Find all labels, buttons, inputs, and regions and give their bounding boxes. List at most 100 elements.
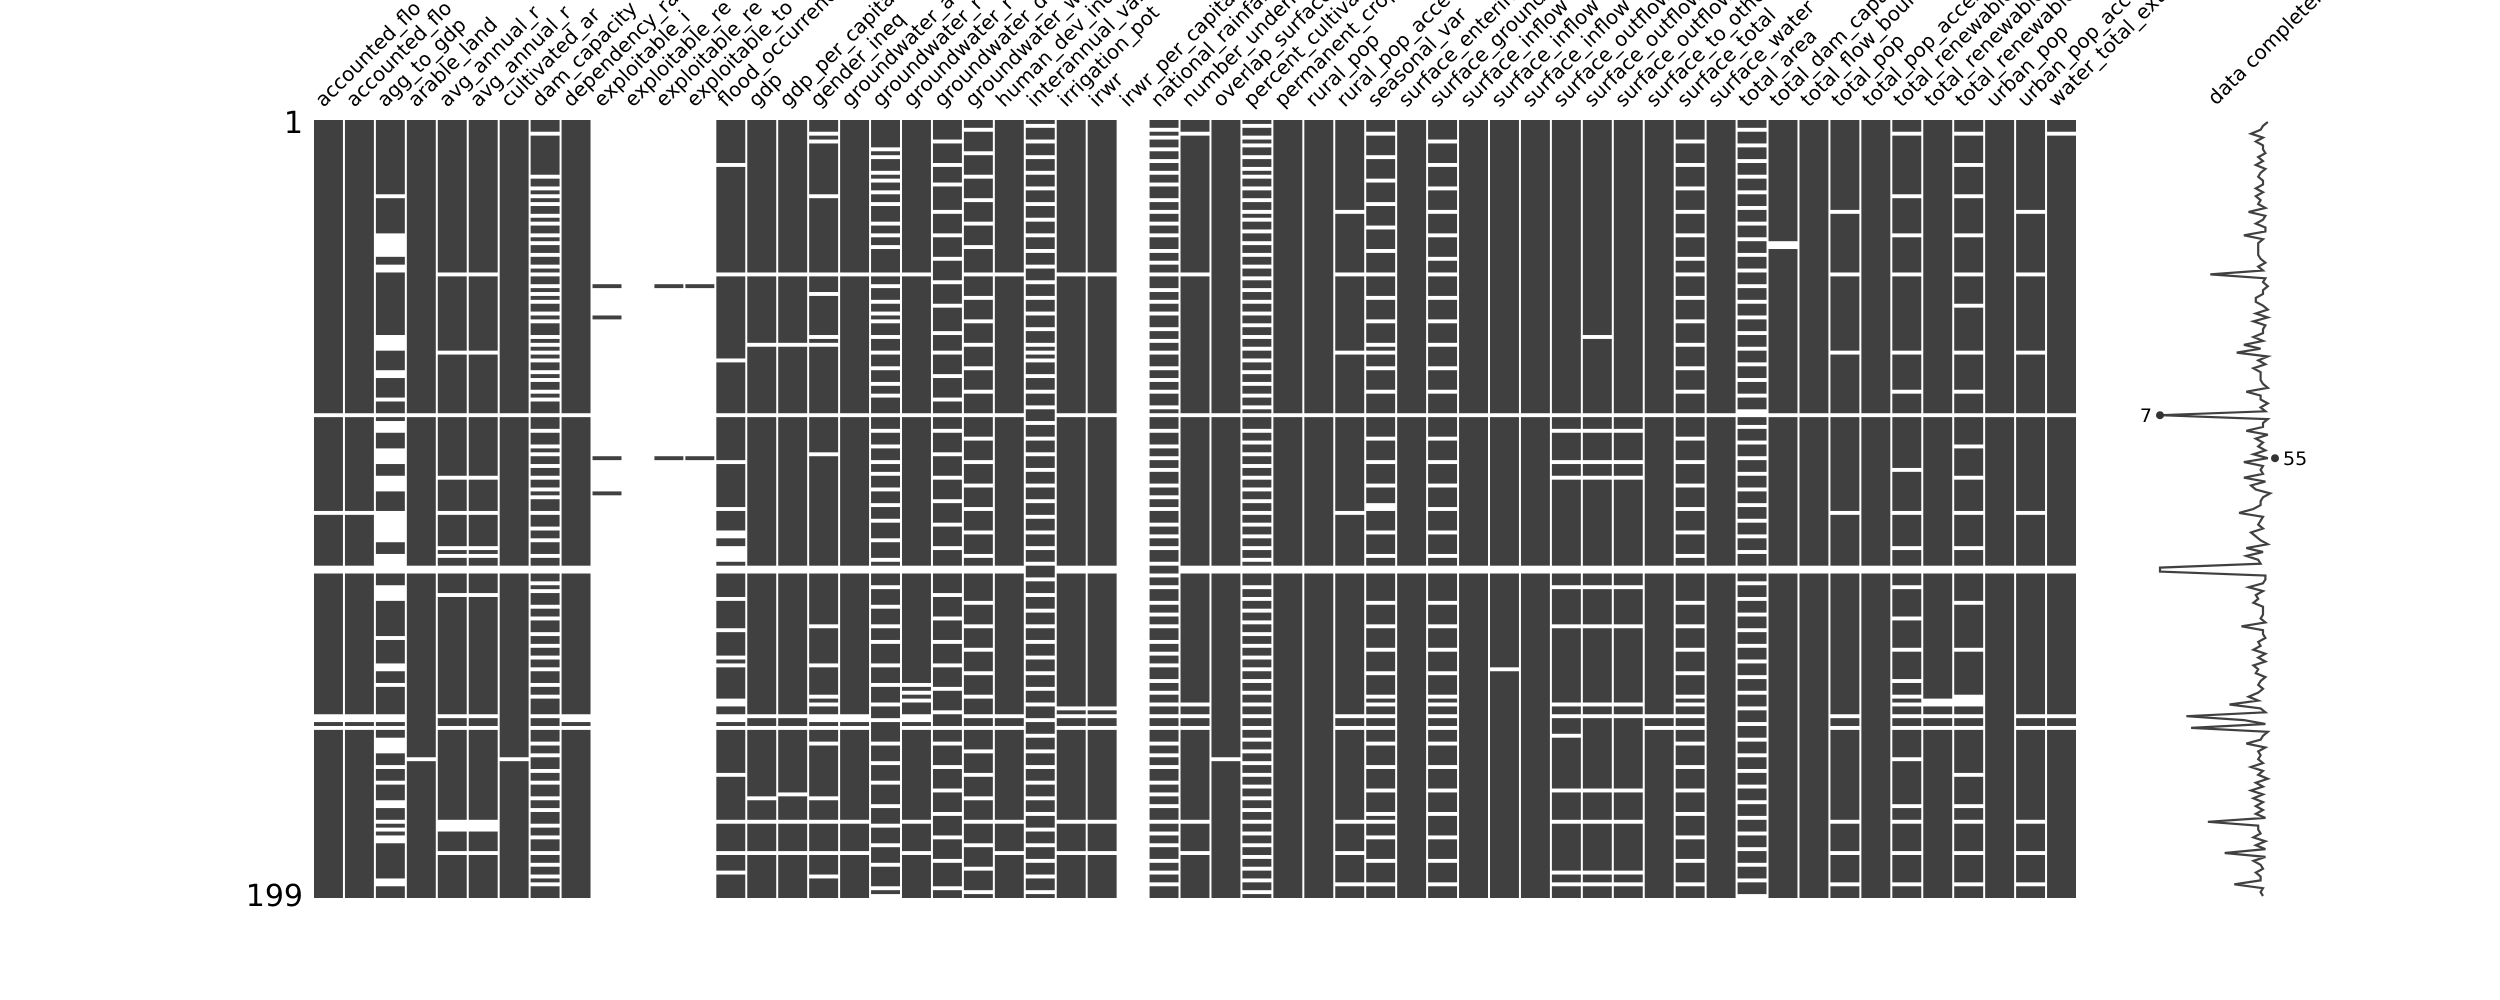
present-cell-run: [1644, 417, 1674, 566]
present-cell-run: [1304, 417, 1334, 566]
present-cell-run: [809, 854, 839, 875]
present-cell-run: [530, 499, 560, 511]
present-cell-run: [994, 276, 1024, 414]
present-cell-run: [1025, 237, 1055, 250]
present-cell-run: [1242, 659, 1272, 668]
present-cell-run: [1428, 706, 1458, 715]
present-cell-run: [1242, 456, 1272, 465]
present-cell-run: [1737, 573, 1767, 582]
present-cell-run: [871, 808, 900, 824]
present-cell-run: [809, 276, 839, 293]
present-cell-run: [1675, 718, 1705, 726]
present-cell-run: [932, 307, 962, 332]
present-cell-run: [1768, 573, 1798, 898]
present-cell-run: [1149, 886, 1179, 898]
present-cell-run: [499, 417, 529, 566]
present-cell-run: [344, 417, 374, 511]
present-cell-run: [1242, 835, 1272, 844]
present-cell-run: [1892, 393, 1922, 414]
present-cell-run: [1613, 874, 1643, 883]
matrix-column: [1180, 120, 1210, 898]
present-cell-run: [871, 159, 900, 171]
present-cell-run: [437, 718, 467, 726]
present-cell-run: [530, 573, 560, 582]
matrix-column: [344, 120, 374, 898]
present-cell-run: [314, 514, 343, 566]
present-cell-run: [1737, 522, 1767, 535]
present-cell-run: [1923, 573, 1953, 699]
present-cell-run: [871, 194, 900, 203]
present-cell-run: [1737, 303, 1767, 316]
present-cell-run: [871, 847, 900, 863]
present-cell-run: [530, 217, 560, 222]
present-cell-run: [1149, 550, 1179, 562]
present-cell-run: [2047, 120, 2076, 132]
present-cell-run: [375, 573, 405, 586]
present-cell-run: [1242, 694, 1272, 703]
present-cell-run: [1397, 417, 1427, 566]
present-cell-run: [530, 268, 560, 273]
present-cell-run: [932, 862, 962, 887]
present-cell-run: [530, 288, 560, 293]
present-cell-run: [1737, 585, 1767, 597]
present-cell-run: [1149, 131, 1179, 136]
present-cell-run: [871, 464, 900, 472]
present-cell-run: [1304, 120, 1334, 414]
present-cell-run: [932, 143, 962, 164]
present-cell-run: [375, 464, 405, 476]
present-cell-run: [963, 440, 993, 461]
present-cell-run: [1366, 534, 1396, 554]
present-cell-run: [1892, 237, 1922, 273]
present-cell-run: [1892, 729, 1922, 758]
present-cell-run: [1737, 772, 1767, 785]
present-cell-run: [530, 120, 560, 132]
present-cell-run: [1428, 260, 1458, 273]
present-cell-run: [1428, 166, 1458, 187]
present-cell-run: [1954, 237, 1984, 273]
present-cell-run: [1242, 526, 1272, 535]
present-cell-run: [1366, 120, 1396, 132]
present-cell-run: [1830, 854, 1860, 883]
matrix-column: [406, 120, 436, 898]
present-cell-run: [871, 745, 900, 762]
present-cell-run: [1025, 612, 1055, 625]
present-cell-run: [1149, 487, 1179, 496]
present-cell-run: [778, 729, 808, 793]
present-cell-run: [1613, 589, 1643, 625]
present-cell-run: [685, 456, 715, 461]
present-cell-run: [468, 557, 498, 566]
present-cell-run: [840, 854, 870, 898]
present-cell-run: [1242, 858, 1272, 867]
present-cell-run: [871, 784, 900, 805]
present-cell-run: [530, 620, 560, 633]
present-cell-run: [963, 604, 993, 625]
present-cell-run: [1737, 538, 1767, 551]
present-cell-run: [1706, 120, 1736, 414]
present-cell-run: [1149, 667, 1179, 680]
present-cell-run: [1613, 823, 1643, 871]
present-cell-run: [809, 456, 839, 566]
present-cell-run: [530, 276, 560, 285]
present-cell-run: [1242, 729, 1272, 738]
present-cell-run: [809, 120, 839, 132]
present-cell-run: [530, 362, 560, 371]
present-cell-run: [1025, 690, 1055, 703]
present-cell-run: [809, 628, 839, 664]
present-cell-run: [1180, 706, 1210, 715]
present-cell-run: [932, 166, 962, 183]
present-cell-run: [716, 120, 746, 164]
present-cell-run: [1428, 768, 1458, 789]
present-cell-run: [1242, 561, 1272, 566]
present-cell-run: [1242, 800, 1272, 809]
present-cell-run: [809, 729, 839, 742]
present-cell-run: [1242, 338, 1272, 347]
present-cell-run: [468, 354, 498, 414]
present-cell-run: [2016, 718, 2046, 726]
matrix-column: [1799, 120, 1829, 898]
present-cell-run: [871, 522, 900, 539]
present-cell-run: [716, 538, 746, 547]
present-cell-run: [1242, 647, 1272, 656]
present-cell-run: [1366, 651, 1396, 672]
matrix-column: [1613, 120, 1643, 898]
present-cell-run: [1397, 573, 1427, 898]
